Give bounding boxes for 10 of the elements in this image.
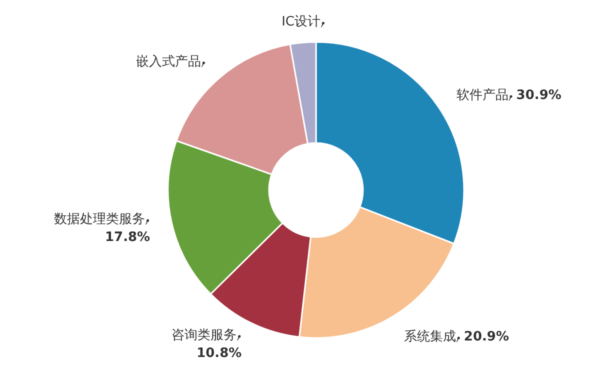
slice-label: 咨询类服务 — [172, 328, 237, 343]
data-label: 10.8% — [196, 346, 242, 361]
slice-label: IC设计 — [282, 14, 321, 30]
data-label: 20.9% — [464, 330, 510, 345]
data-label: 17.8% — [104, 230, 150, 246]
slice-label: 系统集成 — [404, 330, 456, 345]
data-label: 30.9% — [516, 88, 562, 104]
slice-label: 数据处理类服务 — [54, 212, 146, 228]
slice-label: 嵌入式产品 — [136, 54, 201, 70]
slice-label: 软件产品 — [456, 88, 508, 104]
